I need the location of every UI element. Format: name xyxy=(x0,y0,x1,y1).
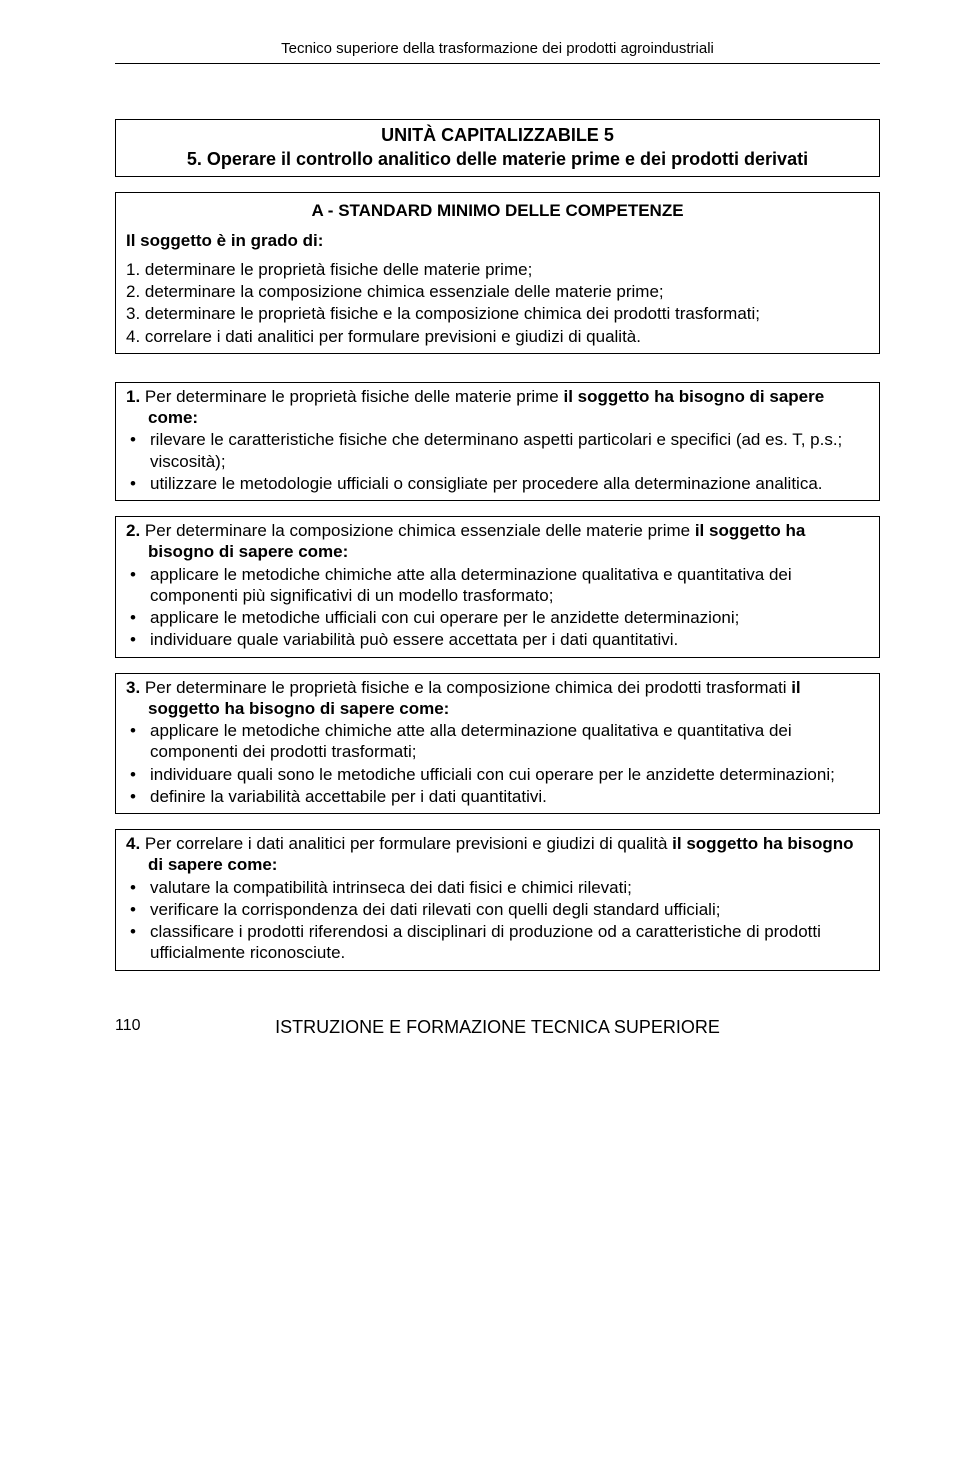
standard-item: 2. determinare la composizione chimica e… xyxy=(126,281,869,302)
bullet-item: valutare la compatibilità intrinseca dei… xyxy=(126,877,869,898)
page-footer: 110 ISTRUZIONE E FORMAZIONE TECNICA SUPE… xyxy=(115,1016,880,1046)
bullet-item: classificare i prodotti riferendosi a di… xyxy=(126,921,869,964)
bullet-item: rilevare le caratteristiche fisiche che … xyxy=(126,429,869,472)
lead-num: 3. xyxy=(126,678,140,697)
detail-box-3: 3. Per determinare le proprietà fisiche … xyxy=(115,673,880,815)
lead-text: Per determinare la composizione chimica … xyxy=(140,521,695,540)
bullet-item: applicare le metodiche chimiche atte all… xyxy=(126,564,869,607)
detail-bullets: applicare le metodiche chimiche atte all… xyxy=(126,564,869,651)
detail-lead: 1. Per determinare le proprietà fisiche … xyxy=(126,386,869,429)
detail-lead: 3. Per determinare le proprietà fisiche … xyxy=(126,677,869,720)
unit-title-box: UNITÀ CAPITALIZZABILE 5 5. Operare il co… xyxy=(115,119,880,178)
lead-text: Per determinare le proprietà fisiche e l… xyxy=(140,678,791,697)
bullet-item: individuare quali sono le metodiche uffi… xyxy=(126,764,869,785)
detail-bullets: rilevare le caratteristiche fisiche che … xyxy=(126,429,869,494)
page-number: 110 xyxy=(115,1016,141,1036)
standard-intro: Il soggetto è in grado di: xyxy=(126,230,869,251)
standard-box: A - STANDARD MINIMO DELLE COMPETENZE Il … xyxy=(115,192,880,354)
unit-title: UNITÀ CAPITALIZZABILE 5 5. Operare il co… xyxy=(126,123,869,172)
running-header: Tecnico superiore della trasformazione d… xyxy=(115,40,880,64)
standard-item: 1. determinare le proprietà fisiche dell… xyxy=(126,259,869,280)
standard-header: A - STANDARD MINIMO DELLE COMPETENZE xyxy=(126,200,869,221)
page-container: Tecnico superiore della trasformazione d… xyxy=(0,0,960,1076)
detail-bullets: applicare le metodiche chimiche atte all… xyxy=(126,720,869,807)
detail-lead: 2. Per determinare la composizione chimi… xyxy=(126,520,869,563)
lead-text: Per determinare le proprietà fisiche del… xyxy=(140,387,563,406)
unit-subtitle: 5. Operare il controllo analitico delle … xyxy=(187,149,808,169)
bullet-item: individuare quale variabilità può essere… xyxy=(126,629,869,650)
bullet-item: utilizzare le metodologie ufficiali o co… xyxy=(126,473,869,494)
lead-num: 4. xyxy=(126,834,140,853)
detail-box-2: 2. Per determinare la composizione chimi… xyxy=(115,516,880,658)
lead-text: Per correlare i dati analitici per formu… xyxy=(140,834,672,853)
detail-lead: 4. Per correlare i dati analitici per fo… xyxy=(126,833,869,876)
unit-number: UNITÀ CAPITALIZZABILE 5 xyxy=(126,123,869,147)
standard-item: 4. correlare i dati analitici per formul… xyxy=(126,326,869,347)
lead-num: 2. xyxy=(126,521,140,540)
bullet-item: applicare le metodiche chimiche atte all… xyxy=(126,720,869,763)
bullet-item: applicare le metodiche ufficiali con cui… xyxy=(126,607,869,628)
lead-num: 1. xyxy=(126,387,140,406)
footer-title: ISTRUZIONE E FORMAZIONE TECNICA SUPERIOR… xyxy=(115,1016,880,1039)
detail-box-1: 1. Per determinare le proprietà fisiche … xyxy=(115,382,880,501)
detail-bullets: valutare la compatibilità intrinseca dei… xyxy=(126,877,869,964)
detail-box-4: 4. Per correlare i dati analitici per fo… xyxy=(115,829,880,971)
bullet-item: definire la variabilità accettabile per … xyxy=(126,786,869,807)
standard-item: 3. determinare le proprietà fisiche e la… xyxy=(126,303,869,324)
bullet-item: verificare la corrispondenza dei dati ri… xyxy=(126,899,869,920)
standard-list: 1. determinare le proprietà fisiche dell… xyxy=(126,259,869,347)
